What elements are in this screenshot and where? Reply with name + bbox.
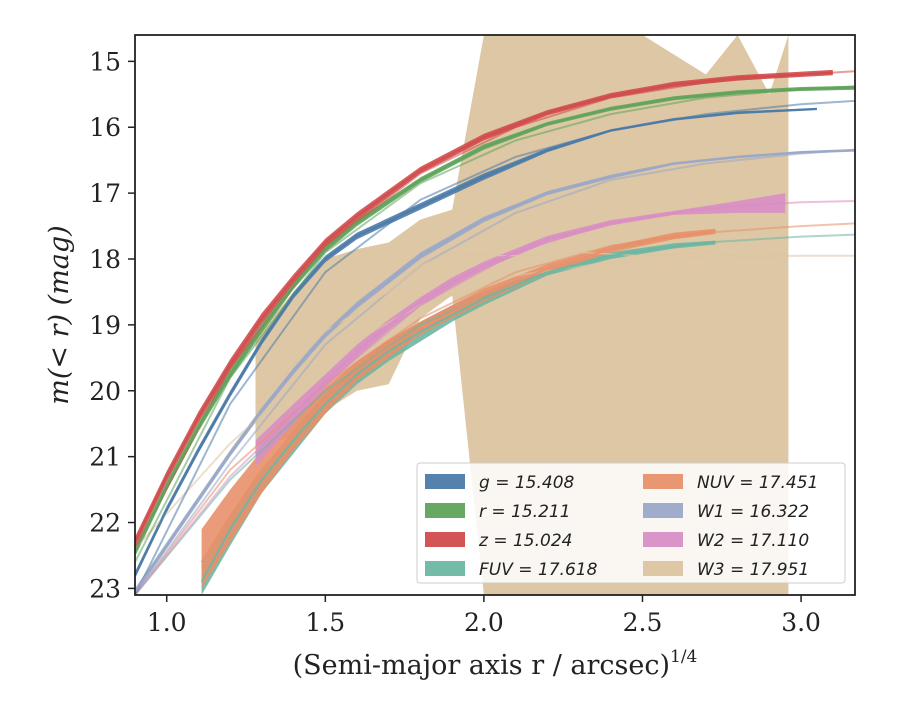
- legend-label-w2: W2 = 17.110: [697, 531, 809, 551]
- legend-swatch-w1: [643, 503, 683, 518]
- legend-swatch-g: [425, 474, 465, 489]
- model-curve-r: [135, 85, 855, 563]
- data-lines-layer: [135, 71, 855, 593]
- legend-swatch-w3: [643, 561, 683, 576]
- y-tick-label: 22: [89, 509, 121, 538]
- legend-box: [416, 462, 846, 584]
- legend-entries: g = 15.408 r = 15.211 z = 15.024 FUV = 17.6…: [425, 473, 818, 580]
- data-line-w2: [254, 202, 786, 455]
- data-line-g: [135, 107, 817, 576]
- x-tick-label: 1.5: [305, 608, 345, 637]
- y-tick-label: 15: [89, 47, 121, 76]
- data-line-fuv: [200, 241, 716, 583]
- x-axis-label: (Semi-major axis r / arcsec)1/4: [293, 647, 698, 681]
- legend: g = 15.408 r = 15.211 z = 15.024 FUV = 17.6…: [416, 462, 846, 584]
- error-band-w3: [255, 35, 789, 595]
- y-tick-label: 17: [89, 179, 121, 208]
- legend-label-g: g = 15.408: [479, 473, 575, 493]
- x-tick-label: 2.0: [464, 608, 504, 637]
- y-tick-label: 16: [89, 113, 121, 142]
- data-line-w1: [135, 149, 855, 593]
- model-curve-g: [135, 99, 855, 595]
- x-tick-label: 1.0: [147, 608, 187, 637]
- legend-swatch-z: [425, 532, 465, 547]
- x-axis-label-superscript: 1/4: [670, 647, 697, 667]
- x-tick-label: 3.0: [781, 608, 821, 637]
- legend-label-w1: W1 = 16.322: [697, 502, 809, 522]
- y-tick-label: 19: [89, 311, 121, 340]
- legend-label-fuv: FUV = 17.618: [479, 560, 598, 580]
- y-tick-label: 20: [89, 377, 121, 406]
- x-axis-label-main: (Semi-major axis r / arcsec): [293, 650, 670, 681]
- data-line-r: [135, 86, 855, 553]
- legend-label-z: z = 15.024: [478, 531, 572, 551]
- model-curve-w1: [135, 148, 855, 595]
- legend-swatch-nuv: [643, 474, 683, 489]
- x-tick-label: 2.5: [623, 608, 663, 637]
- y-tick-label: 18: [89, 245, 121, 274]
- error-band-w2: [255, 193, 786, 467]
- legend-label-r: r = 15.211: [479, 502, 571, 522]
- data-line-z: [135, 71, 833, 543]
- legend-label-nuv: NUV = 17.451: [697, 473, 818, 493]
- legend-swatch-w2: [643, 532, 683, 547]
- legend-swatch-r: [425, 503, 465, 518]
- y-tick-label: 21: [89, 443, 121, 472]
- plot-frame: [134, 34, 856, 596]
- legend-swatch-fuv: [425, 561, 465, 576]
- y-tick-label: 23: [89, 574, 121, 603]
- axis-ticks-layer: 1.0 1.5 2.0 2.5 3.0 15 16 17 18 19 20 21 22 23: [89, 47, 821, 637]
- y-axis-label: m(< r) (mag): [44, 225, 75, 404]
- legend-label-w3: W3 = 17.951: [697, 560, 809, 580]
- model-curve-nuv: [135, 222, 855, 595]
- data-line-nuv: [200, 230, 716, 563]
